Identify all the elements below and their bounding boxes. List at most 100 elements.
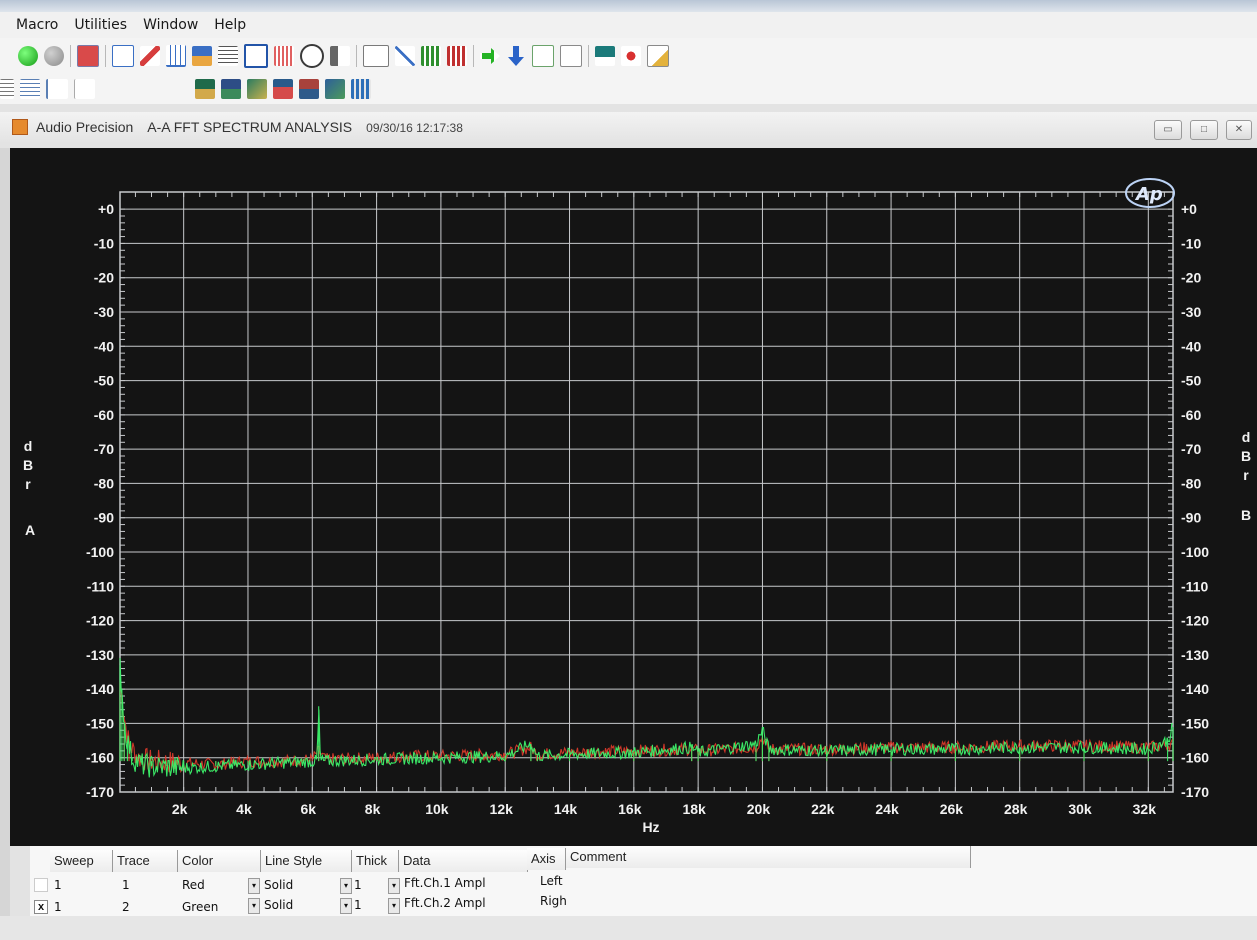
dcx-icon[interactable] — [363, 45, 389, 67]
arrow-down-icon[interactable] — [508, 46, 524, 66]
trace-line-2 — [119, 657, 1174, 778]
x-axis-ticks: 2k 4k 6k 8k 10k 12k 14k 16k 18k 20k 22k 24k 26k 28k 30… — [172, 801, 1156, 817]
x-tick-label: 20k — [747, 801, 771, 817]
thick-dropdown-icon[interactable]: ▾ — [388, 898, 400, 914]
color-dropdown-icon[interactable]: ▾ — [248, 878, 260, 894]
fft-spectrum-graph[interactable]: +0 -10 -20 -30 -40 -50 -60 -70 -80 -90 -100 -110 -12… — [10, 148, 1257, 846]
color-dropdown-icon[interactable]: ▾ — [248, 898, 260, 914]
trace-checkbox[interactable]: x — [34, 900, 48, 914]
square-wave-icon[interactable] — [166, 45, 186, 67]
edit-document-icon[interactable] — [647, 45, 669, 67]
y-label-right-char: B — [1241, 448, 1251, 464]
line-style-dropdown-icon[interactable]: ▾ — [340, 878, 352, 894]
bar-meter-icon[interactable] — [274, 46, 294, 66]
y-tick-label-left: -110 — [87, 578, 114, 594]
column-sweep[interactable]: Sweep — [50, 850, 113, 872]
y-axis-left-label: d B r A — [23, 438, 35, 538]
graph-panel-7-icon[interactable] — [351, 79, 371, 99]
blank-panel-icon[interactable] — [560, 45, 582, 67]
toolbar-separator — [70, 45, 71, 67]
graph-panel-5-icon[interactable] — [299, 79, 319, 99]
main-toolbar — [0, 38, 1257, 74]
line-style-dropdown-icon[interactable]: ▾ — [340, 898, 352, 914]
meter-panel-icon[interactable] — [595, 46, 615, 66]
menu-help[interactable]: Help — [214, 17, 247, 33]
row-color[interactable]: Red — [182, 878, 205, 892]
y-axis-left-ticks: +0 -10 -20 -30 -40 -50 -60 -70 -80 -90 -100 -110 -12… — [86, 201, 114, 800]
graph-panel-4-icon[interactable] — [273, 79, 293, 99]
row-color[interactable]: Green — [182, 900, 219, 914]
sine-generator-icon[interactable] — [112, 45, 134, 67]
row-sweep: 1 — [54, 878, 62, 892]
row-line-style[interactable]: Solid — [264, 878, 294, 892]
graph-panel-1-icon[interactable] — [195, 79, 215, 99]
y-tick-label-left: -10 — [94, 235, 114, 251]
y-tick-label-right: +0 — [1181, 201, 1197, 217]
column-trace[interactable]: Trace — [113, 850, 178, 872]
bracket-small-icon[interactable] — [74, 79, 95, 99]
row-thick[interactable]: 1 — [354, 898, 362, 912]
y-tick-label-right: -90 — [1181, 510, 1201, 526]
y-tick-label-right: -160 — [1181, 750, 1209, 766]
y-tick-label-left: -30 — [94, 304, 114, 320]
bar-graph-icon[interactable] — [421, 46, 441, 66]
y-tick-label-left: -70 — [94, 441, 114, 457]
column-line-style[interactable]: Line Style — [261, 850, 352, 872]
y-tick-label-right: -150 — [1181, 715, 1209, 731]
y-label-left-char: A — [25, 522, 35, 538]
thick-dropdown-icon[interactable]: ▾ — [388, 878, 400, 894]
arrow-right-icon[interactable] — [480, 48, 500, 64]
trace-checkbox[interactable] — [34, 878, 48, 892]
row-line-style[interactable]: Solid — [264, 898, 294, 912]
switcher-icon[interactable] — [218, 46, 238, 66]
row-data[interactable]: Fft.Ch.2 Ampl — [404, 896, 486, 910]
column-thick[interactable]: Thick — [352, 850, 399, 872]
y-tick-label-left: -140 — [86, 681, 114, 697]
go-icon[interactable] — [18, 46, 38, 66]
x-tick-label: 2k — [172, 801, 188, 817]
bracket-icon[interactable] — [46, 79, 68, 99]
regulate-icon[interactable] — [395, 46, 415, 66]
align-left-icon[interactable] — [0, 79, 14, 99]
speaker-icon[interactable] — [330, 46, 350, 66]
row-data[interactable]: Fft.Ch.1 Ampl — [404, 876, 486, 890]
column-axis[interactable]: Axis — [527, 848, 566, 870]
digital-io-icon[interactable] — [192, 46, 212, 66]
restore-icon[interactable]: □ — [1190, 120, 1218, 140]
y-tick-label-right: -20 — [1181, 270, 1201, 286]
close-icon[interactable]: ✕ — [1226, 120, 1252, 140]
graph-panel-3-icon[interactable] — [247, 79, 267, 99]
y-tick-label-right: -110 — [1181, 578, 1208, 594]
stop-icon[interactable] — [44, 46, 64, 66]
indent-icon[interactable] — [20, 79, 40, 99]
row-axis[interactable]: Left — [540, 874, 563, 888]
menu-window[interactable]: Window — [143, 17, 199, 33]
column-comment[interactable]: Comment — [566, 846, 971, 868]
column-data[interactable]: Data — [399, 850, 528, 872]
row-thick[interactable]: 1 — [354, 878, 362, 892]
x-tick-label: 18k — [682, 801, 706, 817]
x-tick-label: 4k — [236, 801, 252, 817]
graph-panel-2-icon[interactable] — [221, 79, 241, 99]
x-tick-label: 16k — [618, 801, 642, 817]
ap-window-icon — [12, 119, 28, 135]
waveform-icon[interactable] — [532, 45, 554, 67]
analyzer-icon[interactable] — [140, 46, 160, 66]
y-tick-label-left: -100 — [86, 544, 114, 560]
row-axis[interactable]: Righ — [540, 894, 567, 908]
row-sweep: 1 — [54, 900, 62, 914]
cross-icon[interactable] — [621, 46, 641, 66]
clock-icon[interactable] — [300, 44, 324, 68]
column-color[interactable]: Color — [178, 850, 261, 872]
menu-utilities[interactable]: Utilities — [74, 17, 128, 33]
sweep-settings-icon[interactable] — [77, 45, 99, 67]
minimize-icon[interactable]: ▭ — [1154, 120, 1182, 140]
y-tick-label-right: -120 — [1181, 613, 1209, 629]
menu-macro[interactable]: Macro — [16, 17, 59, 33]
bar-graph-red-icon[interactable] — [447, 46, 467, 66]
graph-panel-6-icon[interactable] — [325, 79, 345, 99]
dual-panel-icon[interactable] — [244, 44, 268, 68]
y-tick-label-right: -170 — [1181, 784, 1209, 800]
x-tick-label: 32k — [1133, 801, 1157, 817]
y-tick-label-right: -40 — [1181, 338, 1201, 354]
